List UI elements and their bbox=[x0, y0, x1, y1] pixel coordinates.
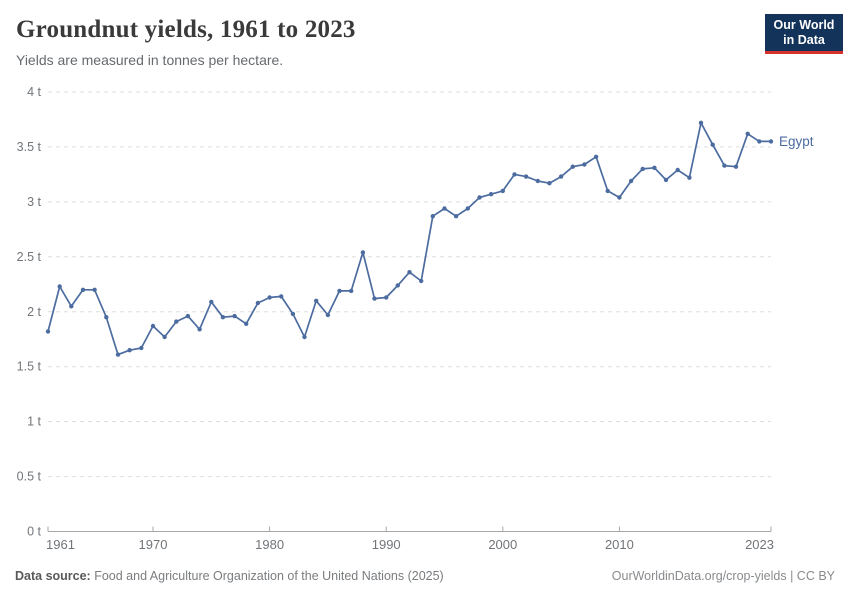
data-point[interactable] bbox=[220, 315, 226, 320]
data-point[interactable] bbox=[465, 206, 470, 211]
data-point[interactable] bbox=[80, 287, 86, 292]
data-point[interactable] bbox=[663, 177, 669, 183]
data-point[interactable] bbox=[710, 142, 715, 147]
data-point[interactable] bbox=[652, 165, 657, 170]
data-point[interactable] bbox=[244, 321, 249, 326]
data-point[interactable] bbox=[162, 334, 167, 340]
data-point[interactable] bbox=[745, 131, 750, 136]
data-point[interactable] bbox=[570, 164, 575, 169]
data-point[interactable] bbox=[757, 139, 762, 144]
x-tick-label: 1980 bbox=[255, 537, 284, 552]
y-tick-label: 1 t bbox=[27, 415, 41, 429]
data-point[interactable] bbox=[722, 163, 727, 168]
data-point[interactable] bbox=[395, 283, 400, 288]
data-point[interactable] bbox=[675, 167, 680, 173]
data-point[interactable] bbox=[325, 312, 331, 318]
data-source: Data source: Food and Agriculture Organi… bbox=[15, 569, 444, 583]
series-line[interactable] bbox=[47, 121, 772, 356]
data-point[interactable] bbox=[407, 270, 412, 275]
data-point[interactable] bbox=[197, 327, 202, 332]
y-tick-label: 2.5 t bbox=[17, 250, 42, 264]
data-point[interactable] bbox=[558, 174, 564, 179]
data-point[interactable] bbox=[104, 315, 109, 320]
y-tick-label: 0.5 t bbox=[17, 470, 42, 484]
series-label[interactable]: Egypt bbox=[779, 134, 814, 149]
chart-footer: Data source: Food and Agriculture Organi… bbox=[15, 569, 835, 583]
data-point[interactable] bbox=[687, 175, 692, 180]
data-point[interactable] bbox=[593, 154, 599, 159]
owid-logo-line1: Our World bbox=[773, 18, 835, 32]
page-title: Groundnut yields, 1961 to 2023 bbox=[16, 16, 356, 43]
data-source-text: Food and Agriculture Organization of the… bbox=[90, 569, 444, 583]
data-point[interactable] bbox=[477, 195, 482, 200]
footer-link[interactable]: OurWorldinData.org/crop-yields | CC BY bbox=[611, 569, 835, 583]
y-tick-label: 3 t bbox=[27, 195, 41, 209]
data-point[interactable] bbox=[92, 287, 97, 292]
data-point[interactable] bbox=[523, 174, 529, 179]
data-point[interactable] bbox=[500, 188, 505, 194]
data-point[interactable] bbox=[430, 214, 435, 219]
data-point[interactable] bbox=[628, 178, 634, 184]
x-tick-label: 2000 bbox=[488, 537, 517, 552]
data-point[interactable] bbox=[535, 178, 540, 184]
data-point[interactable] bbox=[337, 288, 342, 294]
x-tick-label: 1990 bbox=[372, 537, 401, 552]
data-point[interactable] bbox=[488, 192, 494, 197]
data-point[interactable] bbox=[139, 345, 144, 351]
y-tick-label: 3.5 t bbox=[17, 140, 42, 154]
data-point[interactable] bbox=[232, 313, 237, 319]
y-tick-label: 0 t bbox=[27, 525, 41, 539]
x-tick-label: 1961 bbox=[46, 537, 75, 552]
y-tick-label: 4 t bbox=[27, 85, 41, 99]
data-point[interactable] bbox=[209, 299, 214, 305]
data-point[interactable] bbox=[267, 295, 272, 300]
data-point[interactable] bbox=[174, 319, 179, 324]
data-point[interactable] bbox=[57, 284, 62, 289]
x-tick-label: 1970 bbox=[139, 537, 168, 552]
owid-logo-line2: in Data bbox=[783, 33, 825, 47]
data-point[interactable] bbox=[582, 162, 587, 167]
data-point[interactable] bbox=[605, 188, 610, 194]
data-point[interactable] bbox=[314, 298, 319, 303]
data-point[interactable] bbox=[45, 329, 51, 334]
data-point[interactable] bbox=[290, 311, 296, 317]
data-source-label: Data source: bbox=[15, 569, 91, 583]
data-point[interactable] bbox=[547, 181, 552, 186]
owid-logo[interactable]: Our World in Data bbox=[765, 14, 843, 54]
data-point[interactable] bbox=[442, 206, 447, 211]
data-point[interactable] bbox=[698, 120, 704, 126]
data-point[interactable] bbox=[255, 300, 261, 306]
data-point[interactable] bbox=[150, 323, 156, 329]
data-point[interactable] bbox=[768, 139, 774, 144]
data-point[interactable] bbox=[302, 334, 307, 340]
data-point[interactable] bbox=[127, 348, 132, 353]
data-point[interactable] bbox=[512, 172, 517, 177]
x-tick-label: 2023 bbox=[745, 537, 774, 552]
data-point[interactable] bbox=[733, 164, 739, 169]
x-tick-label: 2010 bbox=[605, 537, 634, 552]
data-point[interactable] bbox=[384, 295, 389, 300]
data-point[interactable] bbox=[617, 195, 622, 200]
y-tick-label: 2 t bbox=[27, 305, 41, 319]
data-point[interactable] bbox=[419, 278, 424, 284]
data-point[interactable] bbox=[185, 313, 191, 319]
y-tick-label: 1.5 t bbox=[17, 360, 42, 374]
data-point[interactable] bbox=[372, 296, 377, 301]
data-point[interactable] bbox=[69, 304, 74, 309]
data-point[interactable] bbox=[453, 214, 459, 219]
data-point[interactable] bbox=[349, 288, 354, 294]
page-subtitle: Yields are measured in tonnes per hectar… bbox=[16, 52, 284, 68]
data-point[interactable] bbox=[640, 166, 645, 172]
data-point[interactable] bbox=[279, 294, 284, 299]
data-point[interactable] bbox=[360, 250, 366, 255]
data-point[interactable] bbox=[115, 352, 121, 357]
